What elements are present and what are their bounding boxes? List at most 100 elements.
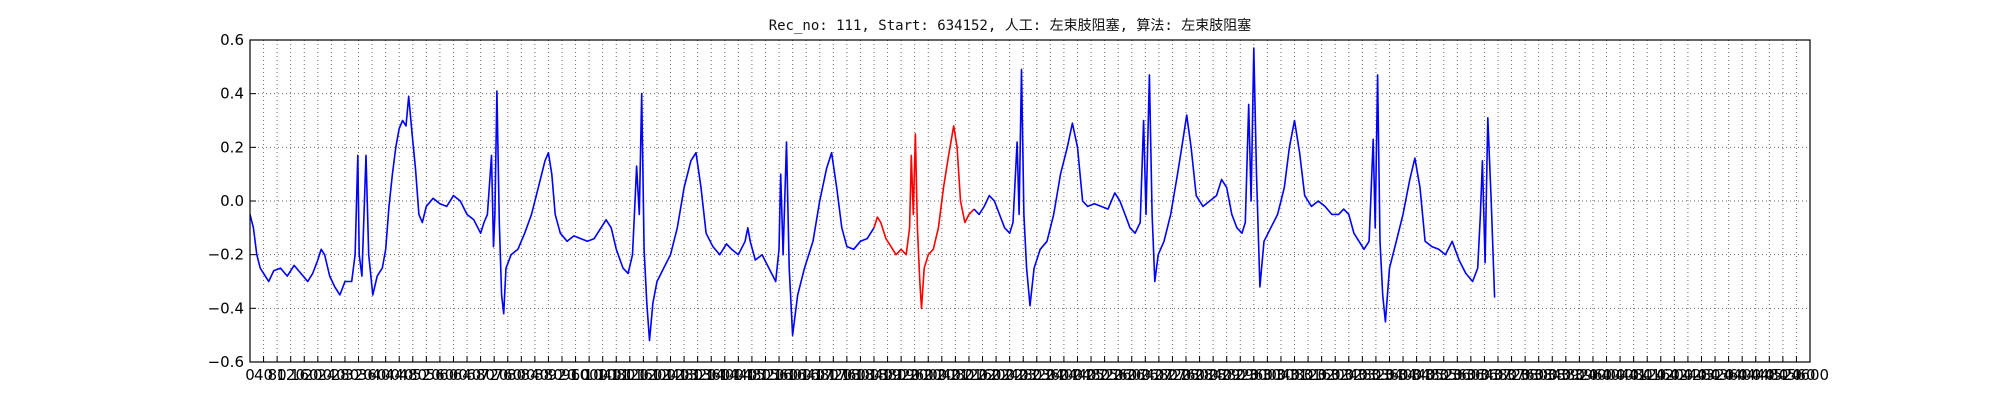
x-tick-label: 2120 — [950, 366, 988, 384]
x-tick-label: 4440 — [1737, 366, 1775, 384]
x-tick-label: 1640 — [787, 366, 825, 384]
x-tick-label: 200 — [304, 366, 333, 384]
x-tick-label: 520 — [412, 366, 441, 384]
x-tick-label: 2320 — [1018, 366, 1056, 384]
x-tick-label: 3000 — [1248, 366, 1286, 384]
x-tick-label: 4160 — [1642, 366, 1680, 384]
x-tick-label: 2640 — [1126, 366, 1164, 384]
x-tick-label: 2520 — [1086, 366, 1124, 384]
x-tick-label: 2240 — [991, 366, 1029, 384]
x-tick-label: 2880 — [1208, 366, 1246, 384]
y-tick-label: 0.4 — [220, 85, 244, 103]
x-tick-label: 80 — [268, 366, 287, 384]
x-tick-label: 3240 — [1330, 366, 1368, 384]
x-tick-label: 4560 — [1777, 366, 1815, 384]
x-tick-label: 2400 — [1045, 366, 1083, 384]
x-tick-label: 120 — [276, 366, 305, 384]
y-tick-label: 0.0 — [220, 192, 244, 210]
x-tick-label: 4240 — [1669, 366, 1707, 384]
x-tick-label: 2920 — [1221, 366, 1259, 384]
x-tick-label: 2000 — [909, 366, 947, 384]
x-tick-label: 2040 — [923, 366, 961, 384]
x-tick-label: 1080 — [597, 366, 635, 384]
x-tick-label: 3720 — [1492, 366, 1530, 384]
x-tick-label: 4480 — [1750, 366, 1788, 384]
x-tick-label: 3800 — [1520, 366, 1558, 384]
x-tick-label: 4520 — [1764, 366, 1802, 384]
x-tick-label: 3280 — [1343, 366, 1381, 384]
series-line-1 — [249, 90, 875, 342]
x-tick-label: 960 — [561, 366, 590, 384]
x-tick-label: 2960 — [1235, 366, 1273, 384]
x-tick-label: 4360 — [1710, 366, 1748, 384]
x-tick-label: 3160 — [1303, 366, 1341, 384]
x-tick-label: 280 — [331, 366, 360, 384]
x-tick-label: 4000 — [1587, 366, 1625, 384]
x-tick-label: 2760 — [1167, 366, 1205, 384]
x-tick-label: 1400 — [706, 366, 744, 384]
x-tick-label: 1840 — [855, 366, 893, 384]
x-tick-label: 800 — [507, 366, 536, 384]
x-tick-label: 360 — [358, 366, 387, 384]
x-tick-label: 4080 — [1615, 366, 1653, 384]
x-tick-label: 3400 — [1384, 366, 1422, 384]
x-tick-label: 3360 — [1370, 366, 1408, 384]
x-tick-label: 4280 — [1682, 366, 1720, 384]
x-tick-label: 1600 — [774, 366, 812, 384]
x-tick-label: 2200 — [977, 366, 1015, 384]
x-tick-label: 4120 — [1628, 366, 1666, 384]
x-tick-label: 0 — [245, 366, 255, 384]
x-tick-label: 3920 — [1560, 366, 1598, 384]
x-tick-label: 1280 — [665, 366, 703, 384]
x-tick-label: 2680 — [1140, 366, 1178, 384]
x-tick-label: 1360 — [692, 366, 730, 384]
x-tick-label: 2360 — [1031, 366, 1069, 384]
x-tick-label: 840 — [521, 366, 550, 384]
x-tick-label: 4600 — [1791, 366, 1829, 384]
x-tick-label: 2600 — [1113, 366, 1151, 384]
x-tick-label: 1800 — [841, 366, 879, 384]
x-tick-label: 3560 — [1438, 366, 1476, 384]
x-tick-label: 760 — [493, 366, 522, 384]
x-tick-label: 3080 — [1275, 366, 1313, 384]
x-tick-label: 2840 — [1194, 366, 1232, 384]
x-tick-label: 3120 — [1289, 366, 1327, 384]
x-tick-label: 2280 — [1004, 366, 1042, 384]
x-tick-label: 4040 — [1601, 366, 1639, 384]
x-tick-label: 3040 — [1262, 366, 1300, 384]
x-tick-label: 1680 — [801, 366, 839, 384]
x-tick-label: 1720 — [814, 366, 852, 384]
x-tick-label: 1120 — [611, 366, 649, 384]
x-tick-label: 400 — [371, 366, 400, 384]
x-tick-label: 2440 — [1058, 366, 1096, 384]
y-tick-label: 0.2 — [220, 138, 244, 156]
plot-frame — [249, 39, 1811, 363]
y-tick-label: −0.6 — [208, 353, 244, 371]
x-tick-label: 3600 — [1452, 366, 1490, 384]
x-tick-label: 1560 — [760, 366, 798, 384]
x-tick-label: 600 — [439, 366, 468, 384]
x-tick-label: 1960 — [896, 366, 934, 384]
x-tick-label: 480 — [398, 366, 427, 384]
grid — [250, 40, 1811, 362]
x-tick-label: 3840 — [1533, 366, 1571, 384]
series-line-3 — [973, 47, 1496, 323]
x-tick-label: 1480 — [733, 366, 771, 384]
y-tick-label: −0.2 — [208, 246, 244, 264]
x-tick-label: 160 — [290, 366, 319, 384]
x-tick-label: 440 — [385, 366, 414, 384]
x-tick-label: 1520 — [746, 366, 784, 384]
x-tick-label: 320 — [344, 366, 373, 384]
x-tick-label: 1320 — [679, 366, 717, 384]
x-tick-label: 3520 — [1425, 366, 1463, 384]
x-tick-label: 2800 — [1180, 366, 1218, 384]
x-tick-label: 920 — [548, 366, 577, 384]
x-tick-label: 1000 — [570, 366, 608, 384]
x-axis: 0 408012016020024028032036040044048052056… — [245, 356, 1829, 384]
x-tick-label: 880 — [534, 366, 563, 384]
x-tick-label: 3320 — [1357, 366, 1395, 384]
x-tick-label: 3680 — [1479, 366, 1517, 384]
x-tick-label: 2160 — [963, 366, 1001, 384]
series-line-2 — [873, 125, 975, 310]
